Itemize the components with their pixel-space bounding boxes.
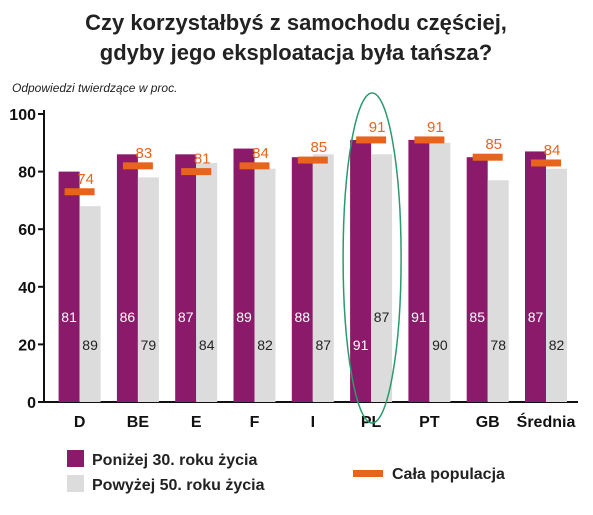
population-value-label: 85 — [310, 139, 327, 156]
bar-old — [312, 154, 334, 402]
chart-title-line1: Czy korzystałbyś z samochodu częściej, — [85, 10, 507, 35]
young-value-label: 91 — [411, 309, 427, 325]
old-value-label: 87 — [374, 309, 390, 325]
old-value-label: 82 — [549, 337, 565, 353]
population-value-label: 84 — [544, 142, 561, 159]
bar-young — [466, 157, 488, 402]
young-value-label: 89 — [236, 309, 252, 325]
y-tick-label: 0 — [27, 395, 36, 412]
bar-old — [487, 180, 509, 402]
population-value-label: 85 — [485, 136, 502, 153]
bar-old — [79, 206, 101, 402]
chart-title-line2: gdyby jego eksploatacja była tańsza? — [100, 40, 492, 65]
young-value-label: 87 — [528, 309, 544, 325]
bar-old — [137, 177, 159, 402]
chart-legend: Poniżej 30. roku życia Powyżej 50. roku ż… — [67, 450, 505, 494]
population-value-label: 74 — [77, 171, 94, 188]
x-tick-label: PT — [419, 414, 440, 431]
population-value-label: 81 — [194, 151, 211, 168]
bar-young — [116, 154, 138, 402]
chart-labels: 74 81 89 D 83 86 79 BE 81 87 84 E 84 89 82 F 85 88 87 I 91 91… — [61, 92, 576, 431]
legend-label-population: Cała populacja — [392, 466, 505, 483]
old-value-label: 82 — [257, 337, 273, 353]
y-tick-label: 80 — [18, 165, 36, 182]
x-tick-label: Średnia — [517, 412, 576, 431]
young-value-label: 85 — [469, 309, 485, 325]
bar-young — [175, 154, 197, 402]
legend-label-old: Powyżej 50. roku życia — [92, 477, 265, 494]
population-value-label: 91 — [427, 119, 444, 136]
x-tick-label: I — [311, 414, 315, 431]
old-value-label: 89 — [82, 337, 98, 353]
y-tick-label: 20 — [18, 337, 36, 354]
legend-swatch-young — [67, 450, 84, 467]
population-value-label: 84 — [252, 145, 269, 162]
bar-old — [371, 154, 393, 402]
bar-old — [254, 168, 276, 402]
population-marker — [64, 188, 95, 196]
legend-label-young: Poniżej 30. roku życia — [92, 452, 258, 469]
legend-swatch-population — [353, 470, 383, 477]
old-value-label: 78 — [490, 337, 506, 353]
bar-young — [350, 139, 372, 403]
chart-subtitle: Odpowiedzi twierdzące w proc. — [12, 81, 177, 95]
y-tick-label: 40 — [18, 280, 36, 297]
population-marker — [414, 136, 445, 144]
bar-old — [546, 168, 567, 402]
young-value-label: 91 — [353, 337, 369, 353]
legend-swatch-old — [67, 475, 84, 492]
young-value-label: 88 — [295, 309, 311, 325]
bar-old — [429, 142, 451, 403]
population-marker — [297, 156, 328, 164]
x-tick-label: E — [191, 414, 202, 431]
population-value-label: 91 — [369, 119, 386, 136]
y-tick-label: 100 — [9, 107, 36, 124]
young-value-label: 81 — [61, 309, 77, 325]
old-value-label: 87 — [316, 337, 332, 353]
x-tick-label: D — [74, 414, 86, 431]
population-marker — [239, 162, 270, 170]
y-tick-label: 60 — [18, 222, 36, 239]
x-tick-label: F — [250, 414, 260, 431]
bar-old — [196, 162, 218, 402]
old-value-label: 90 — [432, 337, 448, 353]
bar-young — [58, 171, 80, 402]
bar-young — [233, 148, 255, 402]
bar-young — [291, 157, 313, 402]
population-marker — [531, 159, 561, 167]
population-marker — [472, 153, 503, 161]
old-value-label: 79 — [141, 337, 157, 353]
x-tick-label: GB — [476, 414, 500, 431]
population-marker — [356, 136, 387, 144]
population-marker — [181, 168, 212, 176]
old-value-label: 84 — [199, 337, 215, 353]
highlight-ellipse — [342, 92, 402, 424]
chart-bars — [58, 136, 567, 403]
population-marker — [122, 162, 153, 170]
young-value-label: 87 — [178, 309, 194, 325]
young-value-label: 86 — [120, 309, 136, 325]
bar-young — [408, 139, 430, 403]
population-value-label: 83 — [136, 145, 153, 162]
bar-young — [525, 151, 546, 402]
x-tick-label: BE — [127, 414, 150, 431]
